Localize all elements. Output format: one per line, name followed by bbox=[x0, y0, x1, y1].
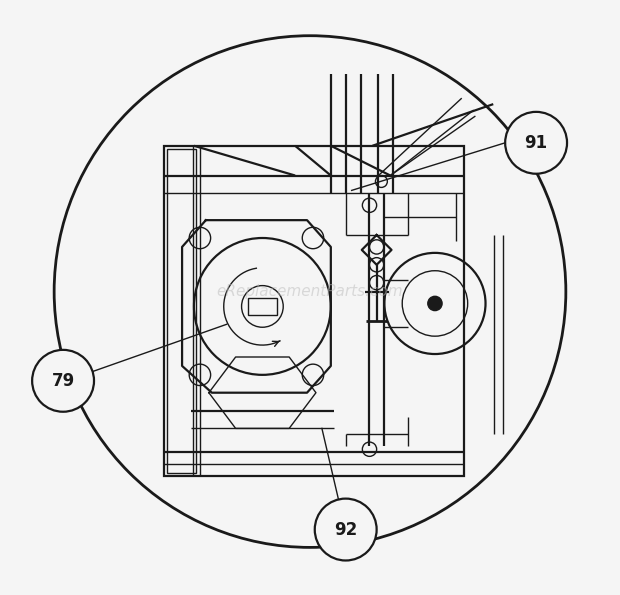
Circle shape bbox=[315, 499, 376, 560]
Text: eReplacementParts.com: eReplacementParts.com bbox=[216, 284, 404, 299]
Bar bbox=[164, 146, 464, 476]
Circle shape bbox=[428, 296, 442, 311]
Bar bbox=[167, 149, 196, 473]
Text: 79: 79 bbox=[51, 372, 74, 390]
Circle shape bbox=[505, 112, 567, 174]
Circle shape bbox=[32, 350, 94, 412]
Text: 91: 91 bbox=[525, 134, 547, 152]
Text: 92: 92 bbox=[334, 521, 357, 538]
Bar bbox=[247, 298, 277, 315]
